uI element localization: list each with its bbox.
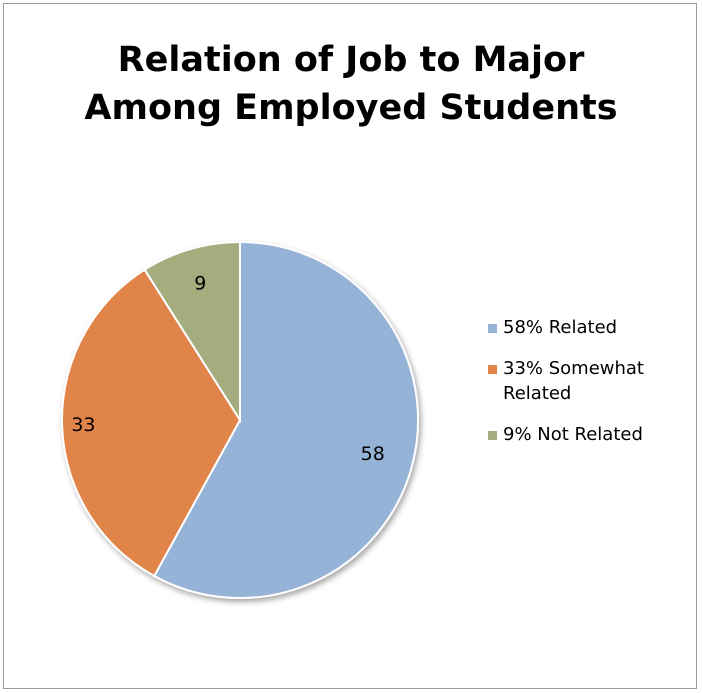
legend-item-related: 58% Related xyxy=(488,315,698,340)
legend-label-somewhat-related: 33% Somewhat Related xyxy=(503,358,644,404)
legend-label-not-related: 9% Not Related xyxy=(503,424,643,445)
legend-label-related: 58% Related xyxy=(503,317,618,338)
pie-slice-related xyxy=(152,240,419,599)
chart-title-line-1: Relation of Job to Major xyxy=(117,40,585,80)
legend-swatch-somewhat-related xyxy=(488,365,497,374)
pie-slice-somewhat-related xyxy=(61,268,242,578)
chart-title-line-2: Among Employed Students xyxy=(84,88,618,128)
pie-slice-not-related xyxy=(143,240,241,424)
data-label-somewhat-related: 33 xyxy=(71,414,95,436)
data-label-related: 58 xyxy=(361,443,385,465)
legend-item-somewhat-related: 33% Somewhat Related xyxy=(488,356,698,406)
data-label-not-related: 9 xyxy=(194,272,206,294)
chart-legend: 58% Related 33% Somewhat Related 9% Not … xyxy=(488,315,698,447)
legend-swatch-not-related xyxy=(488,431,497,440)
legend-swatch-related xyxy=(488,324,497,333)
legend-item-not-related: 9% Not Related xyxy=(488,422,698,447)
chart-title: Relation of Job to Major Among Employed … xyxy=(0,36,702,132)
